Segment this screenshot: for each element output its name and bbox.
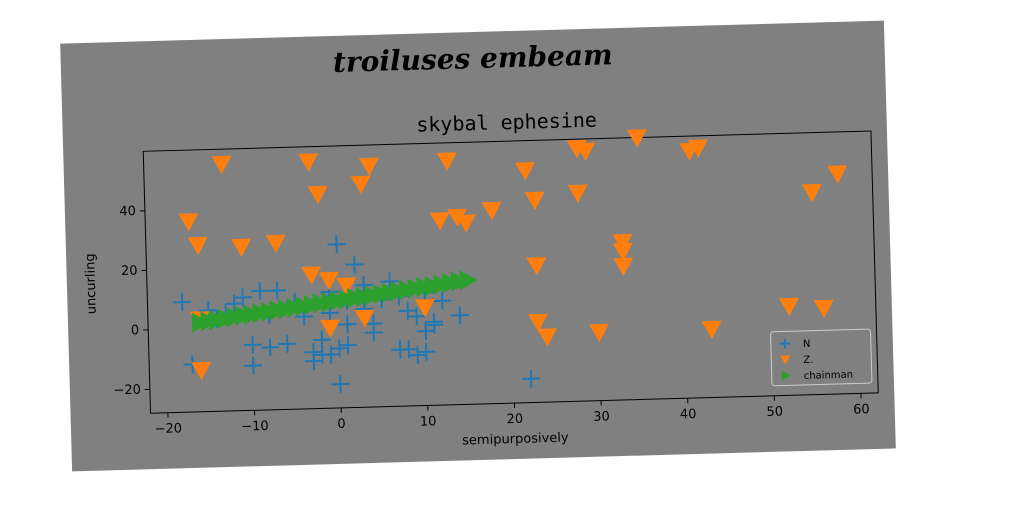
triangle-down-marker — [231, 238, 252, 257]
triangle-down-marker — [626, 129, 647, 148]
triangle-down-marker — [301, 266, 322, 285]
triangle-down-marker — [358, 157, 379, 176]
triangle-down-marker — [320, 319, 340, 338]
y-tick-label: 0 — [131, 323, 140, 338]
plus-marker — [304, 343, 323, 362]
plus-marker — [233, 288, 252, 307]
triangle-down-marker — [526, 257, 547, 276]
legend-box — [770, 328, 873, 387]
chart-title: skybal ephesine — [416, 108, 597, 137]
plus-marker — [268, 281, 287, 300]
y-tick-label: −20 — [113, 383, 141, 399]
y-axis-title: uncurling — [83, 253, 100, 314]
x-tick-label: 40 — [680, 407, 697, 422]
triangle-down-marker — [813, 299, 834, 319]
plus-marker — [173, 293, 192, 312]
triangle-down-marker — [265, 234, 286, 253]
x-tick-label: 30 — [593, 409, 610, 424]
x-tick-label: 0 — [337, 417, 346, 432]
triangle-down-marker — [429, 212, 450, 231]
triangle-down-marker — [567, 184, 588, 203]
triangle-down-marker — [527, 313, 548, 332]
triangle-down-marker — [211, 155, 232, 175]
plus-marker — [433, 291, 452, 310]
legend-marker — [781, 370, 791, 381]
triangle-down-marker — [191, 361, 212, 381]
series-1 — [178, 129, 848, 381]
x-axis-title: semipurposively — [462, 431, 569, 449]
triangle-down-marker — [687, 139, 708, 158]
legend-label: Z. — [803, 355, 813, 366]
triangle-down-marker — [446, 208, 467, 227]
x-tick-label: 50 — [766, 405, 783, 420]
plus-marker — [354, 276, 373, 295]
chart-figure: troiluses embeam skybal ephesine −20 −10 0… — [60, 20, 896, 472]
plus-marker — [321, 345, 340, 364]
plus-marker — [450, 306, 469, 325]
x-tick-label: 20 — [506, 412, 523, 427]
plus-marker — [327, 235, 346, 254]
legend-marker — [779, 338, 790, 349]
triangle-down-marker — [455, 214, 476, 233]
triangle-down-marker — [336, 277, 357, 296]
plus-marker — [364, 323, 383, 342]
data-marks — [173, 129, 848, 394]
series-2 — [191, 270, 478, 333]
triangle-down-marker — [307, 185, 328, 205]
triangle-down-marker — [524, 191, 545, 210]
plus-marker — [522, 369, 541, 388]
triangle-down-marker — [178, 213, 199, 232]
triangle-down-marker — [701, 320, 722, 340]
legend-marker — [780, 355, 791, 365]
axis-ticks: −20 −10 0 10 20 30 40 50 60 −20 0 20 40 — [113, 204, 870, 437]
plus-marker — [338, 315, 357, 334]
triangle-down-marker — [575, 142, 596, 161]
triangle-down-marker — [827, 165, 848, 184]
y-tick-label: 20 — [121, 264, 138, 279]
triangle-down-marker — [298, 153, 319, 172]
triangle-down-marker — [778, 297, 799, 317]
plus-marker — [417, 342, 436, 361]
y-tick-label: 40 — [119, 204, 136, 219]
plus-marker — [250, 281, 269, 301]
plus-marker — [425, 312, 444, 331]
plus-marker — [407, 307, 426, 326]
plus-marker — [339, 336, 358, 355]
triangle-down-marker — [801, 183, 822, 203]
plus-marker — [244, 356, 263, 375]
legend-label: chainman — [804, 370, 854, 382]
plus-marker — [408, 346, 427, 365]
triangle-down-marker — [350, 175, 371, 194]
triangle-down-marker — [187, 236, 208, 256]
triangle-down-marker — [588, 323, 609, 343]
x-tick-label: −20 — [154, 421, 182, 437]
x-tick-label: −10 — [241, 419, 269, 435]
triangle-down-marker — [612, 242, 633, 262]
legend: N Z. chainman — [770, 328, 873, 387]
triangle-down-marker — [414, 298, 435, 318]
triangle-down-marker — [481, 201, 502, 221]
x-tick-label: 10 — [420, 414, 437, 429]
plus-marker — [261, 338, 280, 357]
plus-marker — [243, 335, 262, 354]
triangle-down-marker — [613, 257, 634, 276]
plus-marker — [331, 375, 350, 394]
triangle-down-marker — [537, 328, 557, 347]
triangle-down-marker — [515, 162, 536, 181]
triangle-down-marker — [436, 152, 457, 171]
chart-svg: skybal ephesine −20 −10 0 10 20 30 40 50 60 −20 0 2… — [83, 108, 879, 449]
plus-marker — [278, 334, 297, 353]
x-tick-label: 60 — [853, 402, 870, 417]
triangle-down-marker — [612, 233, 633, 253]
legend-label: N — [803, 339, 811, 350]
triangle-down-marker — [354, 309, 375, 328]
triangle-right-marker — [459, 270, 478, 291]
triangle-down-marker — [318, 271, 339, 291]
plus-marker — [345, 255, 364, 274]
